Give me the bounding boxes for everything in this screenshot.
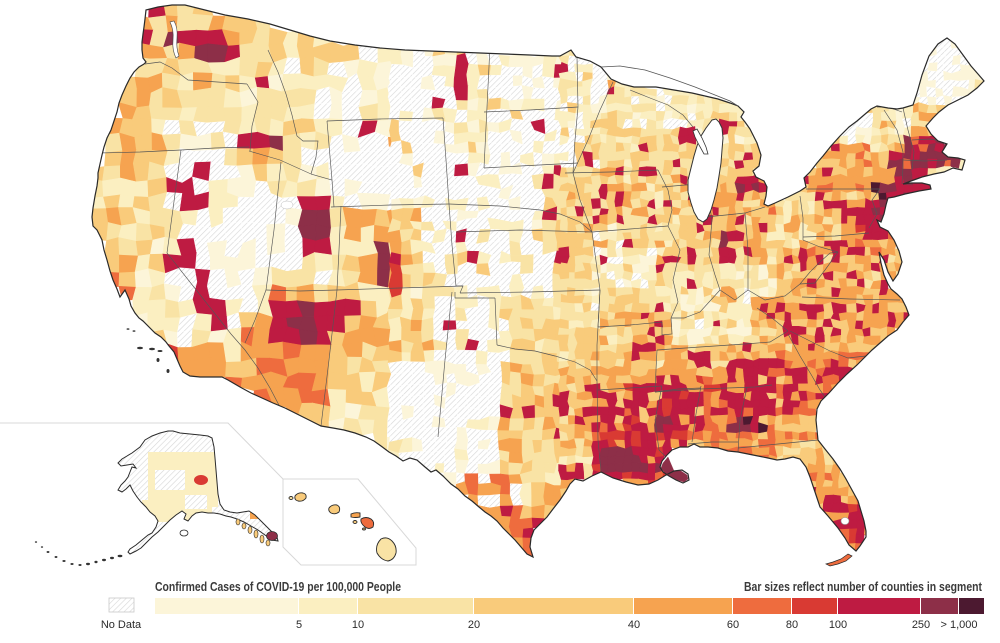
svg-text:40: 40: [628, 619, 640, 631]
svg-text:20: 20: [468, 619, 480, 631]
svg-text:> 1,000: > 1,000: [940, 619, 977, 631]
svg-text:80: 80: [786, 619, 798, 631]
svg-text:Confirmed Cases of COVID-19 pe: Confirmed Cases of COVID-19 per 100,000 …: [155, 580, 401, 594]
svg-text:10: 10: [352, 619, 364, 631]
svg-text:60: 60: [727, 619, 739, 631]
svg-text:Bar sizes reflect number of co: Bar sizes reflect number of counties in …: [744, 580, 983, 594]
svg-text:No Data: No Data: [101, 619, 142, 631]
svg-text:100: 100: [829, 619, 847, 631]
svg-text:5: 5: [296, 619, 302, 631]
svg-text:250: 250: [912, 619, 930, 631]
